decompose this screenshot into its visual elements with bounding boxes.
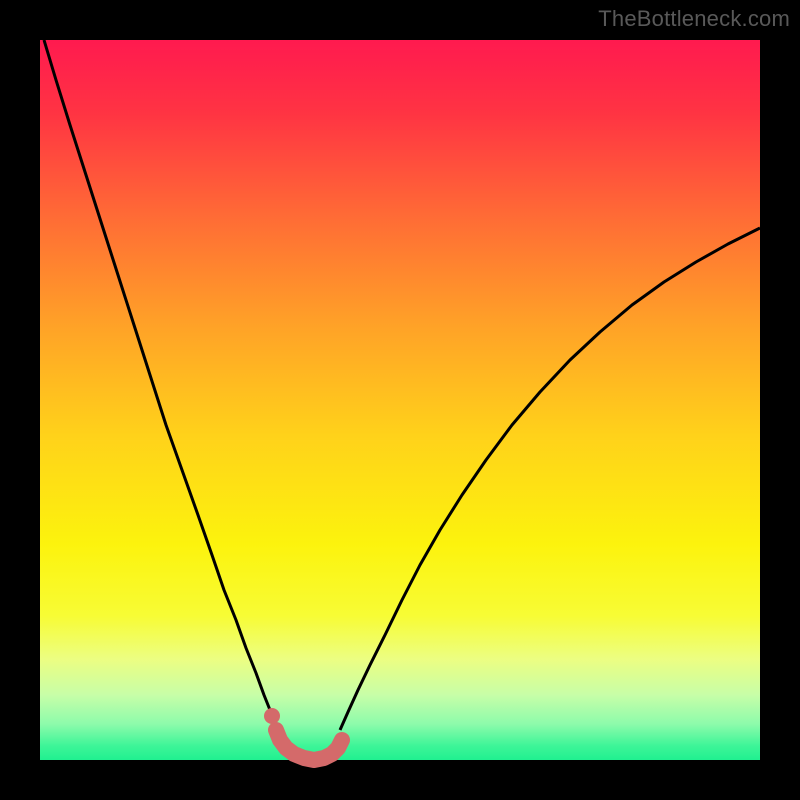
chart-svg [0, 0, 800, 800]
watermark-label: TheBottleneck.com [598, 6, 790, 32]
bottleneck-chart [0, 0, 800, 800]
